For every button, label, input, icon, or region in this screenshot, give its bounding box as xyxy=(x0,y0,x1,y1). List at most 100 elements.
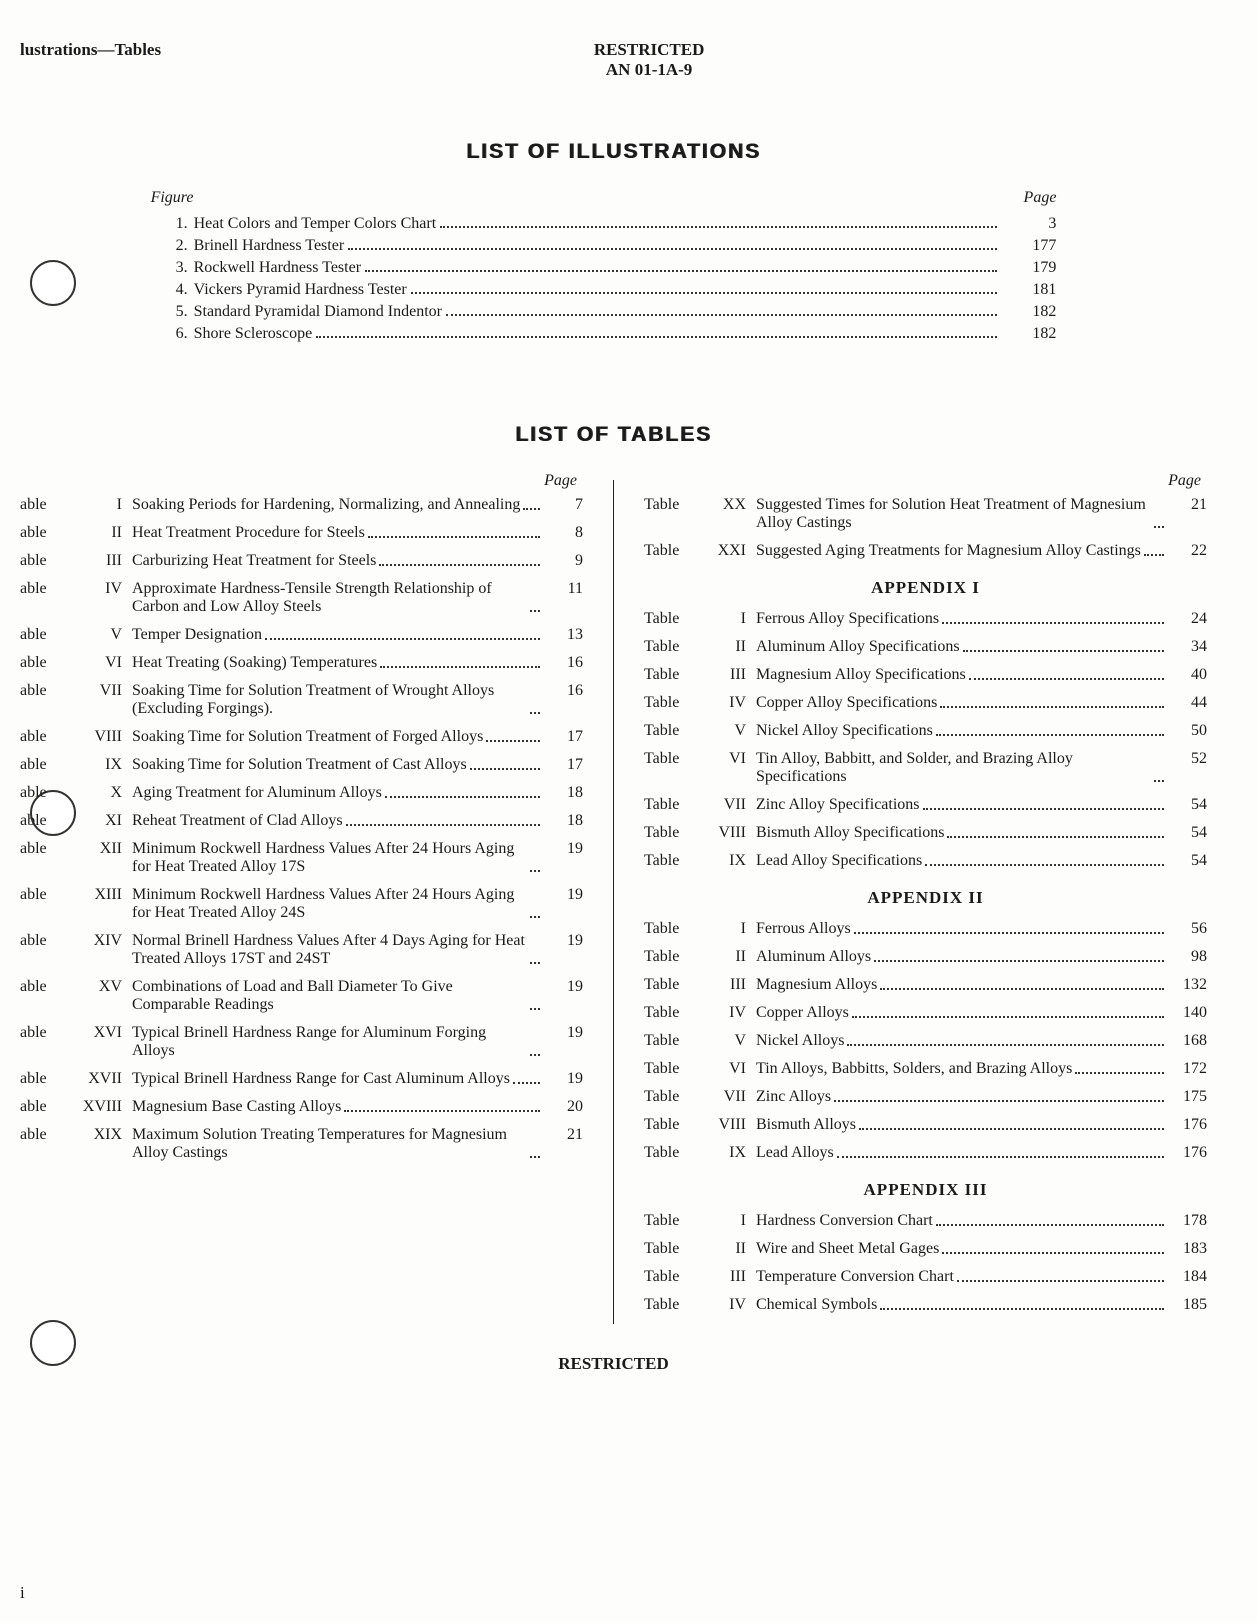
table-row: able V Temper Designation 13 xyxy=(20,626,583,644)
leader-dots xyxy=(411,282,997,294)
table-title: Chemical Symbols xyxy=(756,1296,877,1314)
table-title: Aging Treatment for Aluminum Alloys xyxy=(132,784,382,802)
table-page: 8 xyxy=(543,524,583,542)
table-row: able XVII Typical Brinell Hardness Range… xyxy=(20,1070,583,1088)
table-label: Table xyxy=(644,722,696,740)
table-roman: VIII xyxy=(696,824,756,842)
figure-number: 3. xyxy=(151,259,194,277)
appendix-3-heading: APPENDIX III xyxy=(644,1180,1207,1200)
table-roman: II xyxy=(72,524,132,542)
table-row: Table XXI Suggested Aging Treatments for… xyxy=(644,542,1207,560)
table-label: able xyxy=(20,682,72,700)
table-label: able xyxy=(20,784,72,802)
table-label: able xyxy=(20,496,72,514)
page-heading-right: Page xyxy=(644,472,1207,490)
table-title: Zinc Alloy Specifications xyxy=(756,796,920,814)
table-row: Table XX Suggested Times for Solution He… xyxy=(644,496,1207,532)
table-label: able xyxy=(20,1126,72,1144)
table-title: Lead Alloy Specifications xyxy=(756,852,922,870)
leader-dots xyxy=(348,238,997,250)
figure-number: 1. xyxy=(151,215,194,233)
table-label: Table xyxy=(644,1144,696,1162)
figure-page: 182 xyxy=(1001,325,1077,343)
table-row: able XV Combinations of Load and Ball Di… xyxy=(20,978,583,1014)
table-label: able xyxy=(20,840,72,858)
table-row: able I Soaking Periods for Hardening, No… xyxy=(20,496,583,514)
leader-dots xyxy=(936,724,1164,736)
table-row: Table IX Lead Alloys 176 xyxy=(644,1144,1207,1162)
table-roman: V xyxy=(72,626,132,644)
table-page: 176 xyxy=(1167,1116,1207,1134)
table-roman: I xyxy=(72,496,132,514)
restricted-label: RESTRICTED xyxy=(471,40,827,60)
table-row: Table III Magnesium Alloy Specifications… xyxy=(644,666,1207,684)
table-title: Magnesium Base Casting Alloys xyxy=(132,1098,341,1116)
table-roman: VII xyxy=(72,682,132,700)
table-title: Hardness Conversion Chart xyxy=(756,1212,933,1230)
table-roman: VI xyxy=(72,654,132,672)
figure-title: Heat Colors and Temper Colors Chart xyxy=(194,215,437,233)
leader-dots xyxy=(854,922,1164,934)
leader-dots xyxy=(852,1006,1164,1018)
leader-dots xyxy=(368,526,540,538)
table-label: able xyxy=(20,1098,72,1116)
table-title: Approximate Hardness-Tensile Strength Re… xyxy=(132,580,527,616)
table-page: 50 xyxy=(1167,722,1207,740)
table-row: Table VI Tin Alloy, Babbitt, and Solder,… xyxy=(644,750,1207,786)
table-page: 18 xyxy=(543,784,583,802)
table-label: Table xyxy=(644,542,696,560)
table-row: Table VIII Bismuth Alloy Specifications … xyxy=(644,824,1207,842)
figure-page: 182 xyxy=(1001,303,1077,321)
table-page: 19 xyxy=(543,886,583,904)
table-label: Table xyxy=(644,496,696,514)
table-page: 140 xyxy=(1167,1004,1207,1022)
table-title: Tin Alloy, Babbitt, and Solder, and Braz… xyxy=(756,750,1151,786)
table-page: 34 xyxy=(1167,638,1207,656)
table-row: Table VI Tin Alloys, Babbitts, Solders, … xyxy=(644,1060,1207,1078)
table-row: able III Carburizing Heat Treatment for … xyxy=(20,552,583,570)
table-title: Aluminum Alloy Specifications xyxy=(756,638,960,656)
leader-dots xyxy=(834,1090,1164,1102)
column-divider xyxy=(613,480,614,1324)
table-title: Soaking Periods for Hardening, Normalizi… xyxy=(132,496,520,514)
figure-page: 179 xyxy=(1001,259,1077,277)
table-title: Combinations of Load and Ball Diameter T… xyxy=(132,978,527,1014)
page-number: i xyxy=(20,1583,25,1603)
header-center: RESTRICTED AN 01-1A-9 xyxy=(471,40,827,80)
appendix-2-heading: APPENDIX II xyxy=(644,888,1207,908)
table-page: 24 xyxy=(1167,610,1207,628)
leader-dots xyxy=(880,978,1164,990)
leader-dots xyxy=(925,854,1164,866)
table-label: Table xyxy=(644,1004,696,1022)
table-title: Heat Treatment Procedure for Steels xyxy=(132,524,365,542)
leader-dots xyxy=(942,1242,1164,1254)
table-roman: III xyxy=(696,976,756,994)
table-row: able XVI Typical Brinell Hardness Range … xyxy=(20,1024,583,1060)
table-label: Table xyxy=(644,1240,696,1258)
table-title: Minimum Rockwell Hardness Values After 2… xyxy=(132,840,527,876)
punch-hole xyxy=(30,1320,76,1366)
leader-dots xyxy=(1075,1062,1164,1074)
table-page: 178 xyxy=(1167,1212,1207,1230)
table-page: 21 xyxy=(543,1126,583,1144)
table-roman: XIV xyxy=(72,932,132,950)
leader-dots xyxy=(523,498,540,510)
leader-dots xyxy=(530,860,540,872)
table-title: Bismuth Alloys xyxy=(756,1116,856,1134)
punch-hole xyxy=(30,260,76,306)
left-column: Page able I Soaking Periods for Hardenin… xyxy=(20,472,583,1324)
leader-dots xyxy=(365,260,997,272)
leader-dots xyxy=(530,1044,540,1056)
table-row: able VII Soaking Time for Solution Treat… xyxy=(20,682,583,718)
illustration-row: 2. Brinell Hardness Tester 177 xyxy=(151,237,1077,255)
leader-dots xyxy=(379,554,540,566)
table-row: Table III Temperature Conversion Chart 1… xyxy=(644,1268,1207,1286)
table-page: 172 xyxy=(1167,1060,1207,1078)
table-row: able XII Minimum Rockwell Hardness Value… xyxy=(20,840,583,876)
leader-dots xyxy=(385,786,540,798)
illustrations-title: LIST OF ILLUSTRATIONS xyxy=(20,140,1207,164)
doc-number: AN 01-1A-9 xyxy=(471,60,827,80)
table-row: able VI Heat Treating (Soaking) Temperat… xyxy=(20,654,583,672)
header-left: lustrations—Tables xyxy=(20,40,471,80)
table-roman: VI xyxy=(696,1060,756,1078)
